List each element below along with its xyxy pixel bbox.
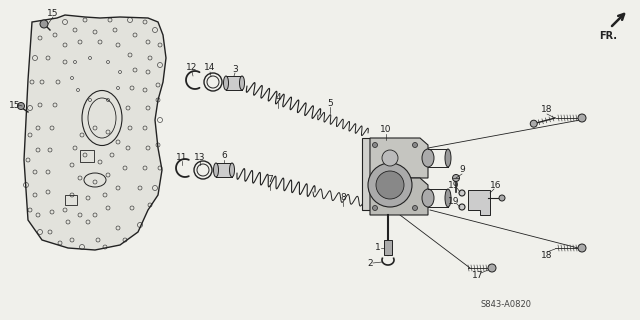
Circle shape	[17, 102, 24, 109]
Ellipse shape	[422, 149, 434, 167]
Text: 18: 18	[541, 251, 553, 260]
Text: 5: 5	[327, 99, 333, 108]
Text: 14: 14	[204, 63, 216, 73]
Text: 18: 18	[541, 106, 553, 115]
Text: 8: 8	[340, 194, 346, 203]
Text: 4: 4	[275, 93, 281, 102]
Text: 1: 1	[375, 244, 381, 252]
Text: 17: 17	[472, 270, 484, 279]
Ellipse shape	[445, 149, 451, 167]
Text: 9: 9	[459, 165, 465, 174]
Text: 15: 15	[9, 100, 20, 109]
Text: 19: 19	[448, 181, 460, 190]
Text: 11: 11	[176, 153, 188, 162]
Ellipse shape	[214, 163, 218, 177]
Text: 13: 13	[195, 153, 205, 162]
Text: FR.: FR.	[599, 31, 617, 41]
Circle shape	[368, 163, 412, 207]
Circle shape	[488, 264, 496, 272]
Text: 15: 15	[47, 10, 59, 19]
Circle shape	[531, 120, 537, 127]
Bar	[65, 195, 77, 205]
Text: 3: 3	[232, 65, 238, 74]
Text: 7: 7	[267, 175, 273, 185]
Polygon shape	[362, 138, 370, 210]
Polygon shape	[370, 178, 428, 215]
Circle shape	[459, 204, 465, 210]
Circle shape	[499, 195, 505, 201]
Text: 16: 16	[490, 181, 502, 190]
Text: 19: 19	[448, 197, 460, 206]
Text: 12: 12	[186, 63, 198, 73]
Circle shape	[452, 174, 460, 181]
Circle shape	[40, 20, 48, 28]
Circle shape	[578, 114, 586, 122]
Ellipse shape	[422, 189, 434, 207]
Text: 2: 2	[367, 259, 373, 268]
Bar	[384, 240, 392, 255]
Text: S843-A0820: S843-A0820	[481, 300, 531, 309]
Circle shape	[372, 205, 378, 211]
Polygon shape	[468, 190, 490, 215]
Circle shape	[382, 150, 398, 166]
Ellipse shape	[239, 76, 244, 90]
Circle shape	[372, 142, 378, 148]
Circle shape	[413, 205, 417, 211]
Ellipse shape	[230, 163, 234, 177]
Ellipse shape	[223, 76, 228, 90]
Circle shape	[376, 171, 404, 199]
Polygon shape	[370, 138, 428, 178]
Bar	[226, 76, 242, 90]
Polygon shape	[24, 15, 166, 250]
Circle shape	[413, 142, 417, 148]
Bar	[80, 150, 94, 162]
Text: 6: 6	[221, 151, 227, 161]
Ellipse shape	[445, 189, 451, 207]
Circle shape	[578, 244, 586, 252]
Circle shape	[459, 190, 465, 196]
Bar	[216, 163, 232, 177]
Text: 10: 10	[380, 125, 392, 134]
